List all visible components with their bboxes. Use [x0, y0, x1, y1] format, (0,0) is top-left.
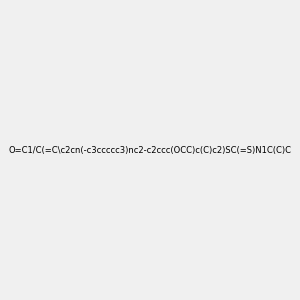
Text: O=C1/C(=C\c2cn(-c3ccccc3)nc2-c2ccc(OCC)c(C)c2)SC(=S)N1C(C)C: O=C1/C(=C\c2cn(-c3ccccc3)nc2-c2ccc(OCC)c… [8, 146, 292, 154]
